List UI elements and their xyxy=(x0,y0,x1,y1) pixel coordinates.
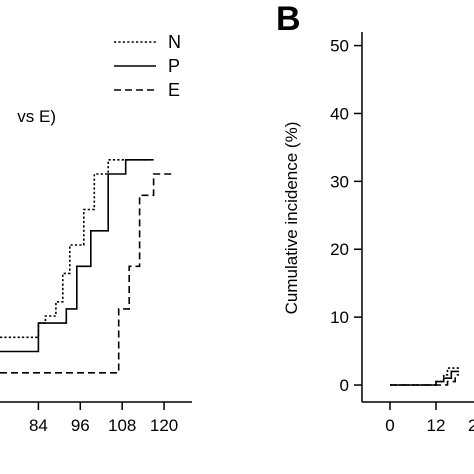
panel-b-series-p xyxy=(390,370,459,386)
panel-a-x-tick-label: 96 xyxy=(71,416,90,435)
panel-b-curves xyxy=(390,367,459,386)
panel-b-letter: B xyxy=(276,0,301,38)
panel-a-x-tick-label: 120 xyxy=(150,416,178,435)
panel-a-series-p xyxy=(0,159,154,353)
legend-label-e: E xyxy=(168,80,180,100)
panel-b-y-tick-label: 50 xyxy=(330,37,349,56)
panel-b-series-n xyxy=(390,367,459,386)
panel-b-series-e xyxy=(390,374,459,386)
legend-label-p: P xyxy=(168,56,180,76)
panel-b-y-tick-label: 20 xyxy=(330,240,349,259)
panel-a-series-n xyxy=(0,159,147,339)
panel-a-series-e xyxy=(0,173,175,374)
panel-a-x-tick-label: 84 xyxy=(29,416,48,435)
legend: NPE xyxy=(114,32,181,100)
panel-b-y-axis-title: Cumulative incidence (%) xyxy=(282,122,301,315)
panel-b-x-tick-label: 0 xyxy=(385,416,394,435)
panel-b-y-tick-label: 40 xyxy=(330,104,349,123)
legend-label-n: N xyxy=(168,32,181,52)
panel-b-x-tick-label: 12 xyxy=(427,416,446,435)
panel-b-y-tick-label: 10 xyxy=(330,308,349,327)
panel-b-x-ticks: 0 12 2 xyxy=(385,402,474,435)
panel-a-curves xyxy=(0,159,175,374)
panel-a-x-ticks: 84 96 108 120 xyxy=(29,402,178,435)
panel-a-x-tick-label: 108 xyxy=(108,416,136,435)
panel-a: vs E) NPE 84 96 108 120 xyxy=(0,32,192,435)
panel-b-x-tick-label: 2 xyxy=(468,416,474,435)
panel-b-y-tick-label: 0 xyxy=(340,376,349,395)
panel-b-y-ticks: 0 10 20 30 40 50 xyxy=(330,37,362,395)
panel-b-y-tick-label: 30 xyxy=(330,172,349,191)
panel-a-subtitle-fragment: vs E) xyxy=(17,107,56,126)
